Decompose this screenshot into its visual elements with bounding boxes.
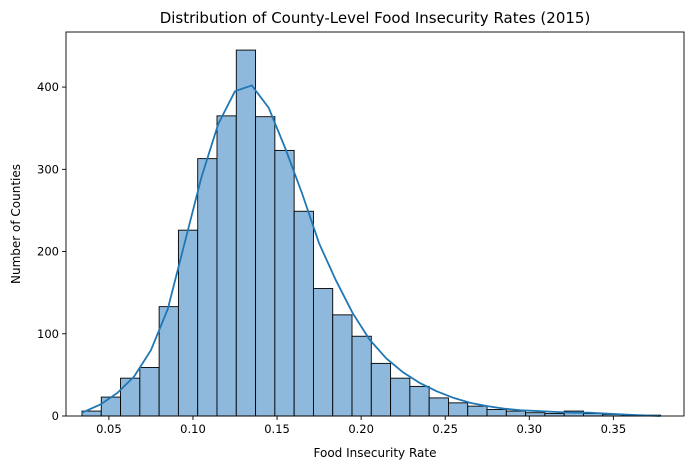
histogram-bar xyxy=(100,396,122,417)
y-tick-label: 400 xyxy=(37,80,59,94)
x-tick-label: 0.05 xyxy=(96,422,122,436)
histogram-bar xyxy=(486,408,507,417)
y-tick-label: 300 xyxy=(37,162,59,176)
x-tick-label: 0.20 xyxy=(348,422,374,436)
x-ticks-group: 0.05 0.10 0.15 0.20 0.25 0.30 0.35 xyxy=(96,416,626,436)
histogram-bar xyxy=(293,210,314,417)
histogram-bar xyxy=(351,335,372,417)
y-axis-label: Number of Counties xyxy=(9,164,23,284)
chart-title: Distribution of County-Level Food Insecu… xyxy=(160,9,591,27)
histogram-bar xyxy=(139,367,160,417)
y-tick-label: 200 xyxy=(37,245,59,259)
y-ticks-group: 0 100 200 300 400 xyxy=(37,80,66,423)
kde-curve xyxy=(81,84,661,417)
histogram-bar xyxy=(390,377,411,417)
x-tick-label: 0.25 xyxy=(432,422,458,436)
histogram-bar xyxy=(448,402,469,417)
x-tick-label: 0.15 xyxy=(264,422,290,436)
x-axis-label: Food Insecurity Rate xyxy=(314,446,437,460)
plot-frame xyxy=(65,31,685,417)
histogram-bar xyxy=(332,314,353,417)
histogram-bar xyxy=(370,362,392,417)
y-tick-label: 0 xyxy=(52,409,59,423)
histogram-bar xyxy=(216,115,237,417)
histogram-bar xyxy=(255,116,276,417)
y-tick-label: 100 xyxy=(37,327,59,341)
histogram-bar xyxy=(525,412,546,417)
histogram-bar xyxy=(467,405,488,417)
histogram-bar xyxy=(409,385,430,417)
histogram-bar xyxy=(312,288,334,417)
bars-group xyxy=(81,49,662,417)
histogram-bar xyxy=(505,410,527,417)
histogram-bar xyxy=(428,397,449,417)
histogram-bar xyxy=(235,49,257,417)
histogram-bar xyxy=(274,149,295,417)
x-tick-label: 0.30 xyxy=(516,422,542,436)
x-tick-label: 0.10 xyxy=(180,422,206,436)
x-tick-label: 0.35 xyxy=(601,422,627,436)
histogram-bar xyxy=(120,377,141,417)
histogram-bar xyxy=(197,158,218,417)
